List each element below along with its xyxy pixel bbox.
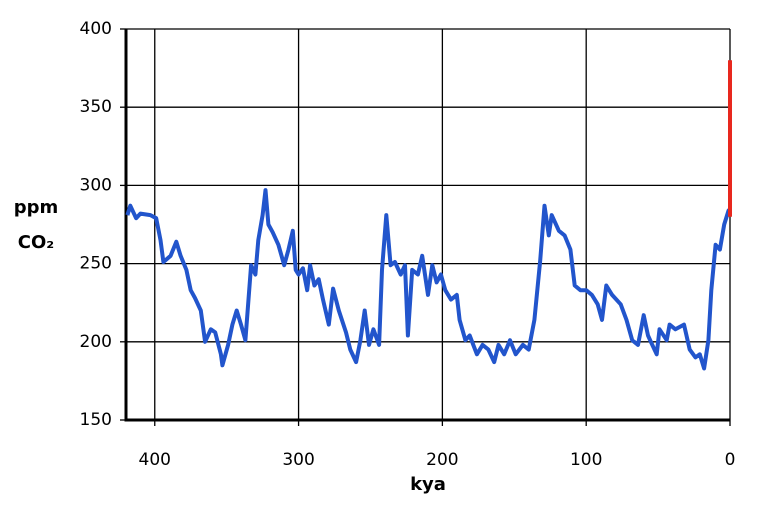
x-tick-label: 0 [725, 450, 736, 470]
x-tick-label: 300 [282, 450, 314, 470]
y-tick-label: 250 [80, 254, 112, 274]
data-line [125, 188, 732, 371]
x-tick-label: 400 [139, 450, 171, 470]
x-tick-label: 200 [426, 450, 458, 470]
y-tick-label: 350 [80, 97, 112, 117]
y-tick-label: 200 [80, 332, 112, 352]
y-axis-label: CO₂ [18, 232, 54, 253]
y-tick-label: 400 [80, 19, 112, 39]
y-axis-label: ppm [14, 197, 59, 218]
y-tick-label: 150 [80, 410, 112, 430]
y-tick-label: 300 [80, 175, 112, 195]
x-tick-label: 100 [570, 450, 602, 470]
x-axis-label: kya [410, 474, 446, 495]
